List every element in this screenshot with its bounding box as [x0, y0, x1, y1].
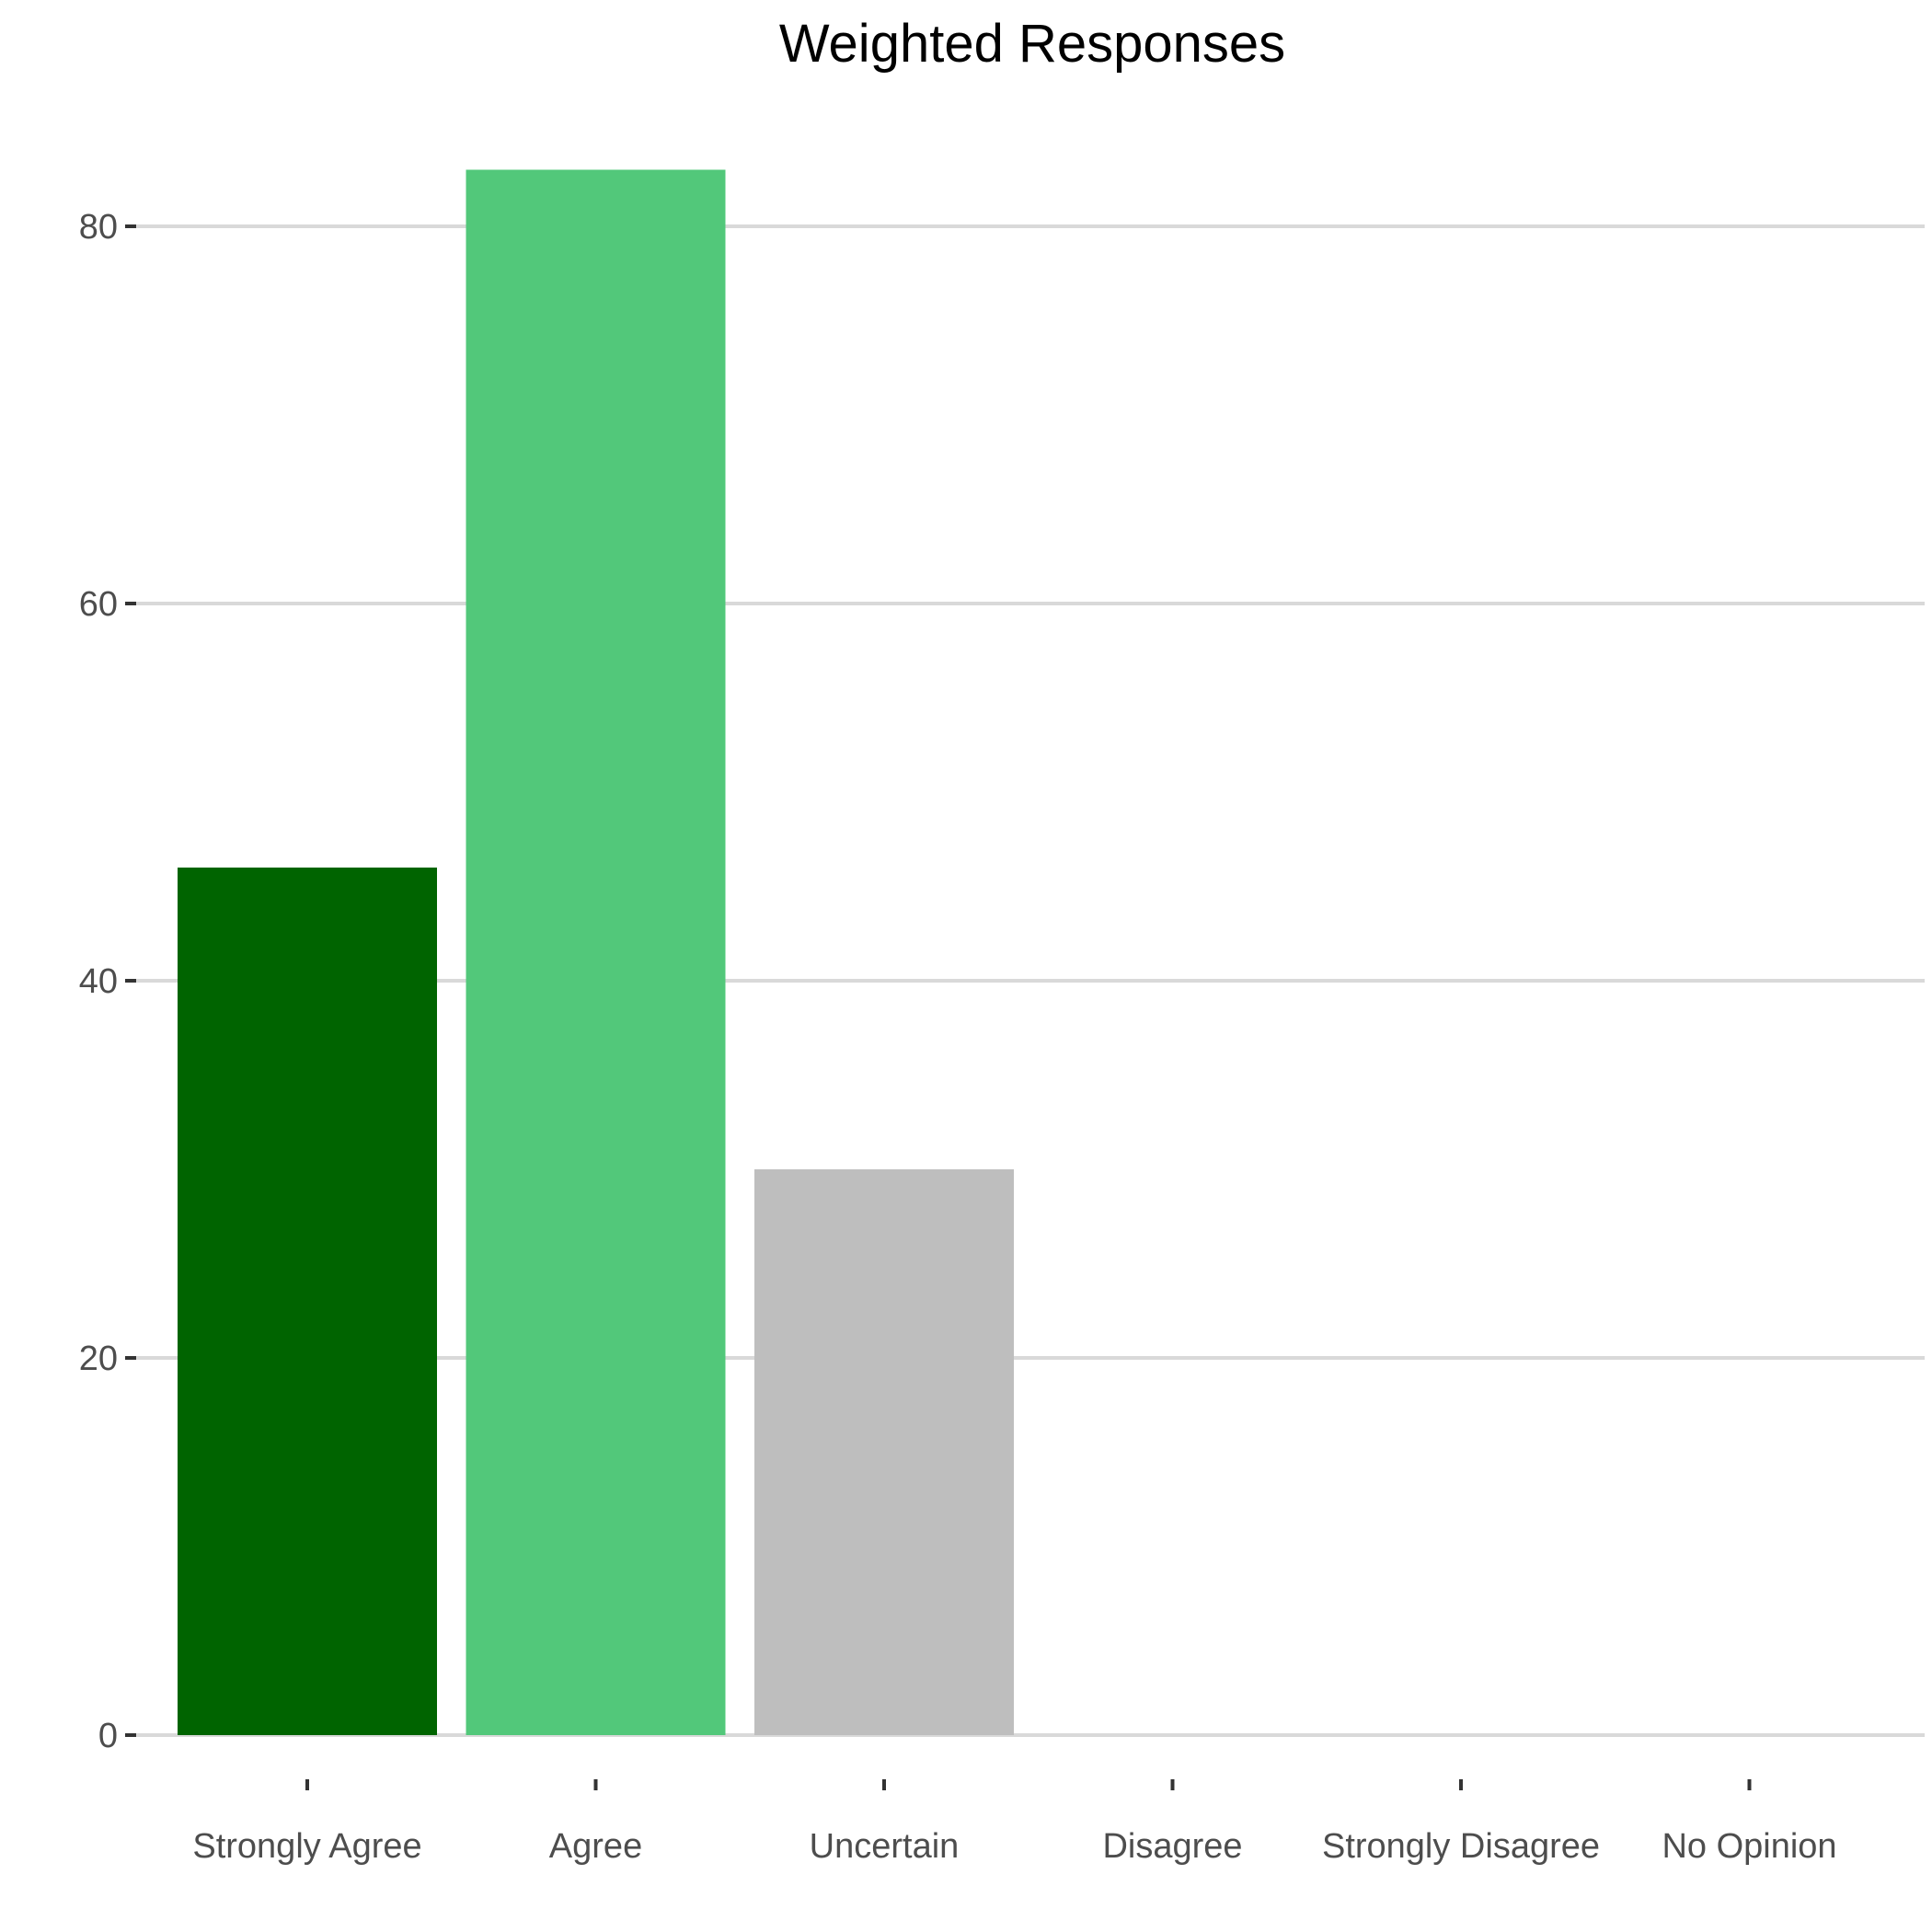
x-tick-label-agree: Agree — [549, 1827, 642, 1866]
y-tick-label-20: 20 — [79, 1340, 118, 1378]
bars — [178, 169, 1014, 1735]
x-tick-label-strongly-disagree: Strongly Disagree — [1322, 1827, 1600, 1866]
bar-agree — [466, 169, 726, 1735]
x-tick-label-no-opinion: No Opinion — [1662, 1827, 1836, 1866]
y-axis: 0 20 40 60 80 — [79, 208, 136, 1755]
y-tick-label-60: 60 — [79, 585, 118, 624]
x-axis: Strongly Agree Agree Uncertain Disagree Stro… — [192, 1779, 1837, 1866]
x-tick-label-strongly-agree: Strongly Agree — [192, 1827, 421, 1866]
chart-title: Weighted Responses — [778, 14, 1286, 74]
y-tick-label-0: 0 — [98, 1717, 118, 1755]
bar-strongly-agree — [178, 868, 437, 1735]
x-tick-label-uncertain: Uncertain — [810, 1827, 960, 1866]
x-tick-label-disagree: Disagree — [1102, 1827, 1242, 1866]
bar-uncertain — [754, 1169, 1014, 1735]
y-tick-label-40: 40 — [79, 962, 118, 1001]
y-tick-label-80: 80 — [79, 208, 118, 247]
